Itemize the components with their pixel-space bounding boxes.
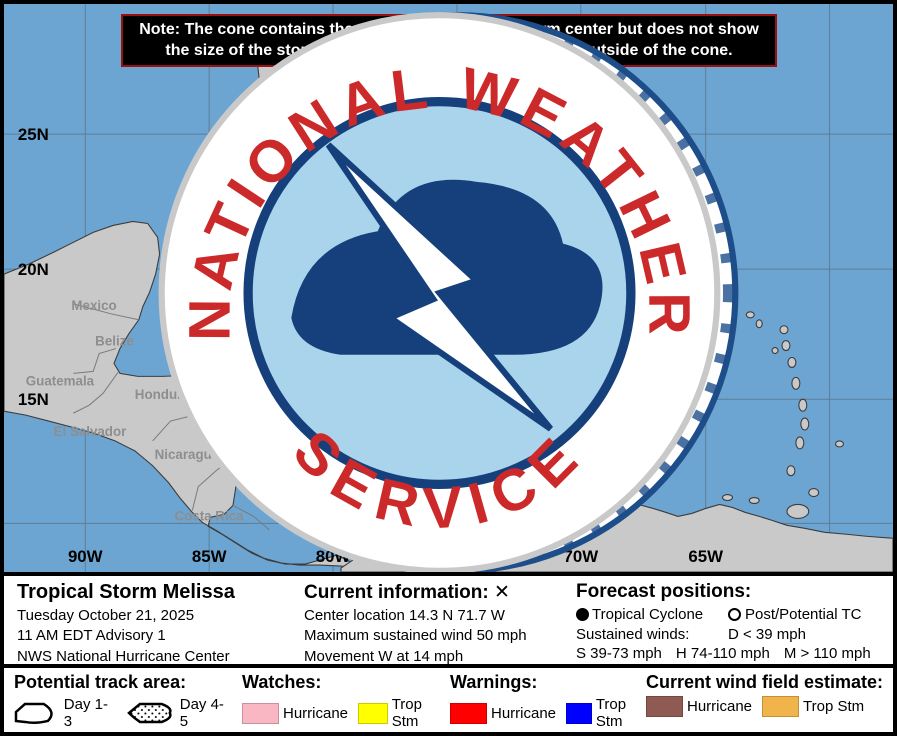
legend-day13-item: Day 1-3 xyxy=(14,696,116,730)
legend-watches: Watches: Hurricane Trop Stm xyxy=(242,672,450,732)
forecast-post-item: Post/Potential TC xyxy=(728,605,861,625)
lat-label: 15N xyxy=(18,390,49,409)
map-area: H H S S S S S S Mexico Cuba Bahamas Jama… xyxy=(4,4,893,574)
watch-hurricane-label: Hurricane xyxy=(283,704,349,722)
wind-field-trop-stm-item: Trop Stm xyxy=(762,696,864,717)
nws-lightning-icon xyxy=(325,142,554,432)
current-max-wind: Maximum sustained wind 50 mph xyxy=(304,627,527,645)
warning-hurricane-swatch xyxy=(450,702,487,724)
legend-row: Potential track area: Day 1-3 xyxy=(4,668,893,732)
lon-label: 90W xyxy=(68,547,103,566)
forecast-tc-label: Tropical Cyclone xyxy=(592,606,704,623)
forecast-positions-panel: Forecast positions: Tropical Cyclone Pos… xyxy=(576,580,893,664)
lon-label: 70W xyxy=(563,547,598,566)
current-info-panel: Current information: ✕ Center location 1… xyxy=(304,580,576,665)
warning-hurricane-label: Hurricane xyxy=(491,704,557,722)
wind-class-m: M > 110 mph xyxy=(783,645,871,662)
storm-advisory: 11 AM EDT Advisory 1 xyxy=(17,627,166,645)
warning-trop-stm-label: Trop Stm xyxy=(595,696,627,730)
current-info-title: Current information: ✕ xyxy=(304,581,576,604)
current-center-location: Center location 14.3 N 71.7 W xyxy=(304,607,505,624)
post-potential-tc-icon xyxy=(728,608,741,622)
wind-class-s: S 39-73 mph xyxy=(576,645,662,662)
storm-agency: NWS National Hurricane Center xyxy=(17,647,230,665)
nws-logo: NATIONAL WEATHER SERVICE xyxy=(158,12,721,574)
lesser-antilles xyxy=(705,303,844,519)
legend-watches-title: Watches: xyxy=(242,672,322,692)
current-position-x-glyph: ✕ xyxy=(494,582,510,603)
legend-warnings: Warnings: Hurricane Trop Stm xyxy=(450,672,646,732)
lat-label: 20N xyxy=(18,260,49,279)
wind-field-trop-stm-swatch xyxy=(762,696,800,717)
sustained-winds-label: Sustained winds: xyxy=(576,625,690,643)
cone-day13-icon xyxy=(14,702,53,724)
info-row: Tropical Storm Melissa Tuesday October 2… xyxy=(4,572,893,668)
legend-day45-item: Day 4-5 xyxy=(126,696,232,730)
wind-field-trop-stm-label: Trop Stm xyxy=(803,698,865,715)
watch-hurricane-item: Hurricane xyxy=(242,702,349,724)
label-mexico: Mexico xyxy=(71,298,116,313)
watch-trop-stm-item: Trop Stm xyxy=(358,696,440,730)
legend-track-title: Potential track area: xyxy=(14,672,187,692)
legend-day45-label: Day 4-5 xyxy=(179,696,224,730)
tropical-cyclone-icon xyxy=(576,608,589,622)
wind-field-hurricane-swatch xyxy=(646,696,683,717)
legend-potential-track-area: Potential track area: Day 1-3 xyxy=(14,672,242,732)
label-belize: Belize xyxy=(95,334,134,349)
warning-trop-stm-item: Trop Stm xyxy=(566,696,637,730)
wind-field-hurricane-label: Hurricane xyxy=(687,698,753,715)
current-info-title-text: Current information: xyxy=(304,582,489,603)
legend-day13-label: Day 1-3 xyxy=(63,696,108,730)
storm-panel: Tropical Storm Melissa Tuesday October 2… xyxy=(17,580,304,665)
wind-class-h: H 74-110 mph xyxy=(675,645,770,662)
watch-hurricane-swatch xyxy=(242,702,279,724)
lon-label: 65W xyxy=(688,547,723,566)
legend-wind-field-title: Current wind field estimate: xyxy=(646,672,884,692)
wind-field-hurricane-item: Hurricane xyxy=(646,696,752,717)
warning-trop-stm-swatch xyxy=(566,702,592,724)
legend-warnings-title: Warnings: xyxy=(450,672,538,692)
storm-date: Tuesday October 21, 2025 xyxy=(17,607,195,624)
wind-class-d: D < 39 mph xyxy=(728,625,806,643)
label-el-salvador: El Salvador xyxy=(54,424,127,439)
label-costa-rica: Costa Rica xyxy=(174,508,244,523)
forecast-title: Forecast positions: xyxy=(576,581,752,602)
storm-title: Tropical Storm Melissa xyxy=(17,581,235,603)
lon-label: 85W xyxy=(192,547,227,566)
watch-trop-stm-swatch xyxy=(358,702,388,724)
forecast-post-label: Post/Potential TC xyxy=(745,606,862,623)
forecast-tc-item: Tropical Cyclone xyxy=(576,605,728,625)
cone-day45-icon xyxy=(127,702,172,724)
warning-hurricane-item: Hurricane xyxy=(450,702,557,724)
current-movement: Movement W at 14 mph xyxy=(304,647,464,665)
label-nicaragua: Nicaragua xyxy=(155,447,220,462)
label-guatemala: Guatemala xyxy=(26,373,95,388)
lat-label: 25N xyxy=(18,125,49,144)
watch-trop-stm-label: Trop Stm xyxy=(391,696,422,730)
legend-wind-field: Current wind field estimate: Hurricane T… xyxy=(646,672,889,732)
